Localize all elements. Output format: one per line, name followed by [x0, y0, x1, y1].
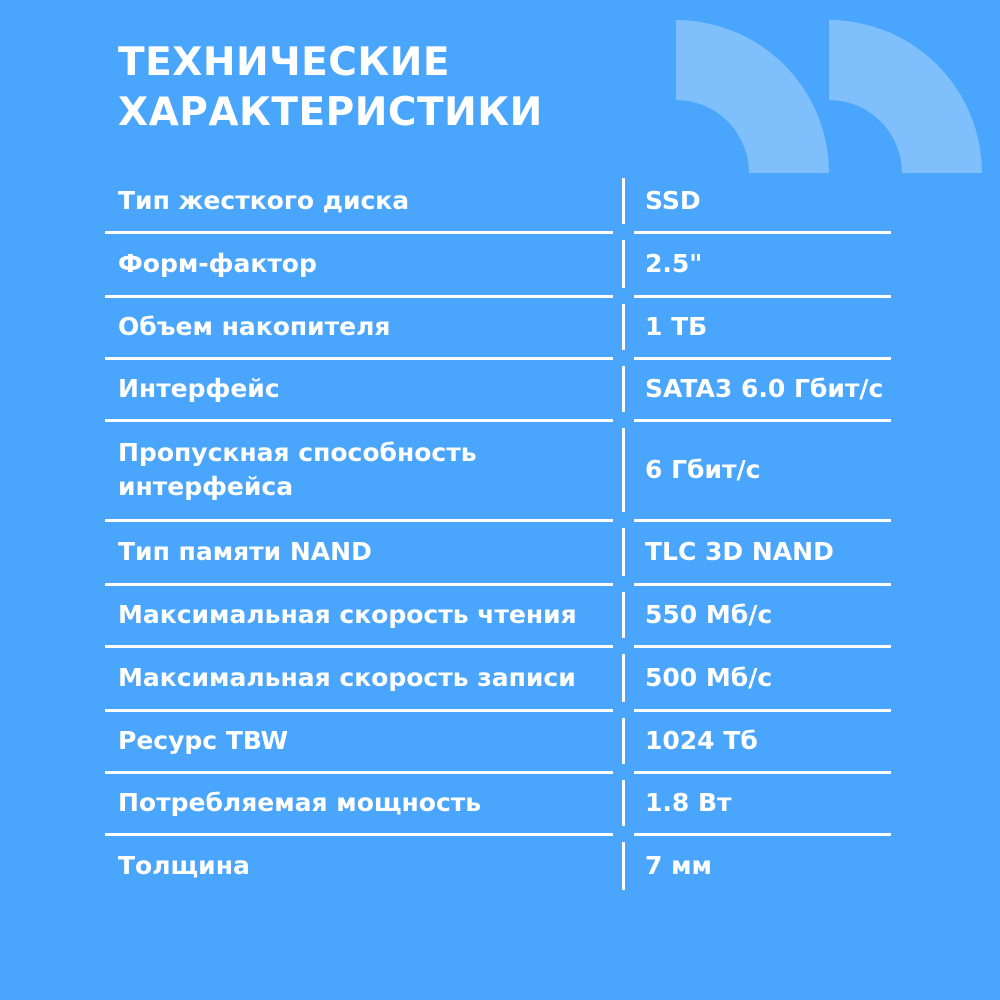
- spec-value: TLC 3D NAND: [645, 537, 834, 566]
- page-title: ТЕХНИЧЕСКИЕ ХАРАКТЕРИСТИКИ: [118, 38, 543, 138]
- spec-value: 1024 Тб: [645, 726, 758, 755]
- row-divider: [105, 833, 613, 836]
- spec-label: Интерфейс: [118, 374, 280, 403]
- row-divider: [105, 231, 613, 234]
- column-divider: [622, 842, 625, 890]
- quote-mark-left-icon: [676, 20, 829, 173]
- column-divider: [622, 428, 625, 512]
- quote-marks-icon: [676, 20, 982, 173]
- quote-mark-right-icon: [829, 20, 982, 173]
- column-divider: [622, 780, 625, 826]
- spec-row: Тип жесткого диска SSD: [0, 170, 1000, 234]
- row-divider: [634, 295, 891, 298]
- spec-value: 500 Мб/с: [645, 663, 773, 692]
- row-divider: [634, 583, 891, 586]
- row-divider: [105, 645, 613, 648]
- spec-row: Толщина 7 мм: [0, 834, 1000, 898]
- spec-value: SSD: [645, 186, 701, 215]
- spec-label: Максимальная скорость записи: [118, 663, 576, 692]
- spec-label: Толщина: [118, 851, 250, 880]
- column-divider: [622, 366, 625, 412]
- spec-value: 7 мм: [645, 851, 712, 880]
- spec-value: SATA3 6.0 Гбит/с: [645, 374, 884, 403]
- row-divider: [105, 357, 613, 360]
- spec-label: Тип жесткого диска: [118, 186, 410, 215]
- column-divider: [622, 304, 625, 350]
- row-divider: [634, 709, 891, 712]
- column-divider: [622, 592, 625, 638]
- spec-row: Потребляемая мощность 1.8 Вт: [0, 772, 1000, 836]
- row-divider: [105, 709, 613, 712]
- row-divider: [634, 833, 891, 836]
- spec-label: Потребляемая мощность: [118, 788, 482, 817]
- row-divider: [105, 519, 613, 522]
- row-divider: [105, 295, 613, 298]
- spec-label: Ресурс TBW: [118, 726, 289, 755]
- title-line-1: ТЕХНИЧЕСКИЕ: [118, 40, 451, 85]
- row-divider: [634, 231, 891, 234]
- spec-row: Интерфейс SATA3 6.0 Гбит/с: [0, 358, 1000, 422]
- row-divider: [634, 419, 891, 422]
- spec-row: Форм-фактор 2.5": [0, 232, 1000, 298]
- spec-label: Максимальная скорость чтения: [118, 600, 577, 629]
- spec-value: 1.8 Вт: [645, 788, 732, 817]
- row-divider: [634, 357, 891, 360]
- spec-row: Тип памяти NAND TLC 3D NAND: [0, 520, 1000, 586]
- row-divider: [105, 771, 613, 774]
- spec-label: Форм-фактор: [118, 249, 317, 278]
- row-divider: [105, 583, 613, 586]
- column-divider: [622, 528, 625, 576]
- row-divider: [634, 519, 891, 522]
- spec-label: Объем накопителя: [118, 312, 391, 341]
- title-line-2: ХАРАКТЕРИСТИКИ: [118, 90, 543, 135]
- column-divider: [622, 178, 625, 224]
- spec-label: Тип памяти NAND: [118, 537, 372, 566]
- spec-value: 550 Мб/с: [645, 600, 773, 629]
- row-divider: [105, 419, 613, 422]
- column-divider: [622, 654, 625, 702]
- spec-row: Максимальная скорость чтения 550 Мб/с: [0, 584, 1000, 648]
- spec-value: 6 Гбит/с: [645, 455, 761, 484]
- column-divider: [622, 718, 625, 764]
- spec-label: Пропускная способность интерфейса: [118, 438, 477, 501]
- column-divider: [622, 240, 625, 288]
- spec-row: Максимальная скорость записи 500 Мб/с: [0, 646, 1000, 712]
- spec-row: Пропускная способность интерфейса 6 Гбит/…: [0, 420, 1000, 522]
- spec-row: Объем накопителя 1 ТБ: [0, 296, 1000, 360]
- row-divider: [634, 645, 891, 648]
- row-divider: [634, 771, 891, 774]
- spec-value: 1 ТБ: [645, 312, 708, 341]
- spec-value: 2.5": [645, 249, 703, 278]
- spec-row: Ресурс TBW 1024 Тб: [0, 710, 1000, 774]
